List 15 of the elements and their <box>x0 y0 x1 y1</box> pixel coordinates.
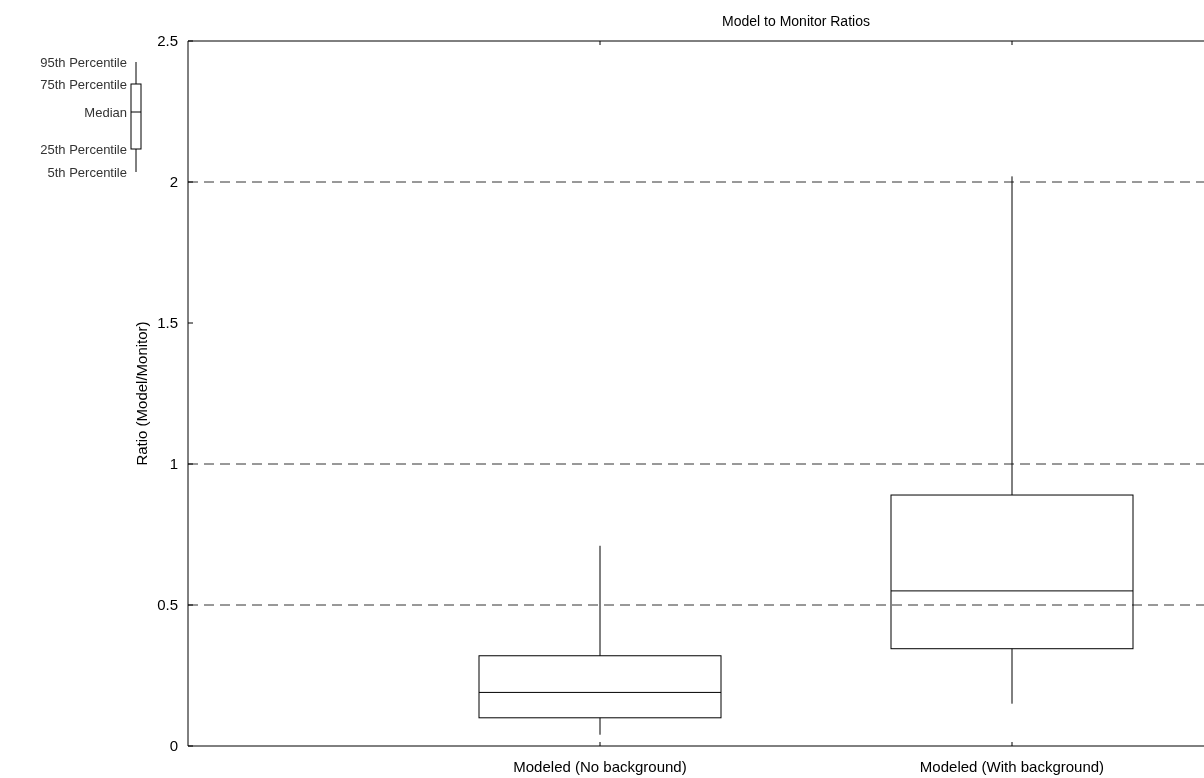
y-tick-label: 1 <box>169 455 178 473</box>
y-axis-title: Ratio (Model/Monitor) <box>133 321 150 466</box>
x-tick-label: Modeled (With background) <box>919 758 1105 775</box>
text: 75th Percentile <box>40 76 127 92</box>
x-tick-label: Modeled (No background) <box>513 758 687 775</box>
y-tick-label: 1.5 <box>157 314 178 332</box>
chart-title: Model to Monitor Ratios <box>722 13 870 29</box>
text: Median <box>84 104 127 120</box>
text: 25th Percentile <box>40 141 127 157</box>
text: 95th Percentile <box>40 54 127 70</box>
y-tick-label: 0 <box>169 737 178 755</box>
y-tick-label: 2.5 <box>157 32 178 50</box>
y-tick-label: 0.5 <box>157 596 178 614</box>
text: 5th Percentile <box>47 164 127 180</box>
y-tick-label: 2 <box>169 173 178 191</box>
